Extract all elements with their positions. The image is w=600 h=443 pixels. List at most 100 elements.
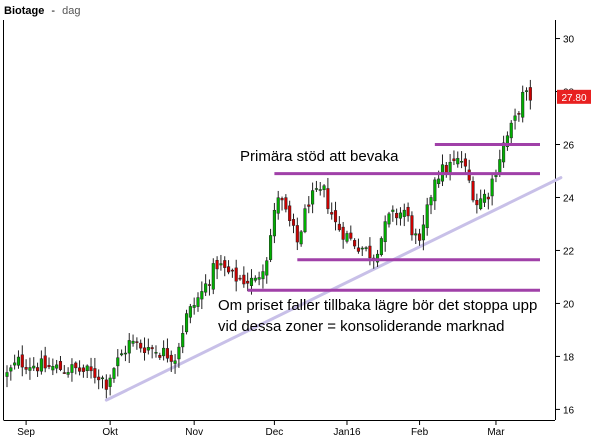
candle bbox=[333, 201, 338, 231]
candle-body bbox=[9, 367, 13, 372]
candle-body bbox=[127, 340, 131, 354]
candle bbox=[81, 364, 85, 378]
candle-body bbox=[200, 291, 204, 300]
candle-body bbox=[246, 280, 250, 284]
candle-body bbox=[475, 200, 479, 206]
candle-body bbox=[460, 161, 464, 163]
candle-body bbox=[89, 366, 93, 372]
y-tick-label: 26 bbox=[563, 141, 575, 152]
candle-body bbox=[100, 377, 105, 380]
candle bbox=[234, 259, 238, 292]
candle bbox=[318, 181, 322, 196]
candle bbox=[47, 357, 51, 370]
candle bbox=[9, 364, 13, 381]
candle-body bbox=[196, 297, 200, 307]
candle bbox=[219, 254, 223, 271]
x-tick-label: Nov bbox=[185, 427, 203, 438]
candle bbox=[85, 364, 89, 379]
candle-body bbox=[345, 233, 349, 242]
candle bbox=[265, 257, 269, 284]
candle-body bbox=[249, 277, 254, 286]
candle bbox=[402, 203, 406, 227]
candle-body bbox=[39, 358, 43, 372]
candle bbox=[120, 349, 124, 357]
x-tick-label: Feb bbox=[411, 427, 429, 438]
candle-body bbox=[24, 367, 28, 370]
candle-body bbox=[55, 364, 59, 369]
candle bbox=[93, 357, 97, 384]
candle bbox=[314, 180, 318, 192]
candle-body bbox=[414, 233, 418, 236]
chart-title: Biotage - dag bbox=[4, 5, 81, 17]
candle bbox=[5, 365, 9, 388]
candle bbox=[36, 362, 40, 377]
candle bbox=[192, 297, 196, 315]
candle-body bbox=[299, 231, 303, 245]
candle-body bbox=[307, 204, 311, 207]
candle-body bbox=[154, 352, 158, 354]
candle-body bbox=[139, 342, 143, 349]
candle-body bbox=[482, 193, 487, 203]
candle-body bbox=[429, 197, 433, 206]
candle-body bbox=[93, 368, 97, 378]
candle-body bbox=[406, 206, 410, 217]
candle bbox=[311, 182, 315, 214]
candle-body bbox=[223, 260, 227, 268]
candle-body bbox=[234, 267, 238, 282]
title-separator: - bbox=[51, 5, 55, 17]
candle bbox=[142, 337, 147, 361]
candle-body bbox=[169, 354, 173, 362]
candle-body bbox=[238, 277, 242, 280]
candle-body bbox=[379, 238, 383, 256]
candle bbox=[406, 202, 410, 222]
candle bbox=[123, 345, 127, 362]
candle bbox=[70, 358, 74, 382]
candle-body bbox=[28, 367, 32, 371]
candle bbox=[104, 374, 108, 399]
candle-body bbox=[471, 181, 475, 201]
candle-body bbox=[78, 367, 82, 372]
candle-body bbox=[337, 223, 341, 231]
candle bbox=[433, 177, 437, 210]
candle-body bbox=[272, 209, 276, 237]
candle-body bbox=[353, 240, 357, 247]
x-tick-label: Jan16 bbox=[333, 427, 361, 438]
candle bbox=[154, 345, 158, 358]
candle-body bbox=[13, 362, 17, 366]
x-tick-label: Dec bbox=[266, 427, 284, 438]
last-price-tag-bg bbox=[557, 89, 591, 104]
candle bbox=[391, 205, 395, 222]
candle bbox=[471, 176, 475, 203]
candle bbox=[429, 194, 433, 215]
candle-body bbox=[395, 212, 399, 219]
candle-body bbox=[463, 158, 467, 167]
candle-body bbox=[219, 263, 223, 266]
candle-body bbox=[184, 313, 189, 333]
candle bbox=[513, 108, 517, 130]
candle-body bbox=[165, 348, 169, 359]
candle-body bbox=[66, 372, 70, 375]
candle-body bbox=[265, 260, 269, 276]
candle-body bbox=[211, 263, 215, 290]
interval-label: dag bbox=[62, 5, 80, 17]
candle-body bbox=[177, 346, 181, 360]
candle bbox=[173, 354, 177, 374]
candle bbox=[97, 369, 101, 390]
candle-body bbox=[74, 362, 78, 369]
candle-body bbox=[318, 189, 322, 191]
candle-body bbox=[517, 113, 521, 115]
y-tick-label: 30 bbox=[563, 35, 575, 46]
candle bbox=[463, 153, 467, 175]
candlestick-series bbox=[5, 79, 532, 399]
candle-body bbox=[5, 372, 9, 377]
candle bbox=[211, 258, 215, 295]
candle-body bbox=[486, 196, 490, 200]
candle-body bbox=[47, 365, 51, 368]
candle bbox=[116, 349, 120, 377]
candle bbox=[184, 309, 189, 335]
candle-body bbox=[276, 197, 280, 214]
candle-body bbox=[158, 354, 162, 358]
candle-body bbox=[330, 212, 334, 215]
candle-body bbox=[257, 277, 261, 280]
candle bbox=[486, 192, 490, 210]
